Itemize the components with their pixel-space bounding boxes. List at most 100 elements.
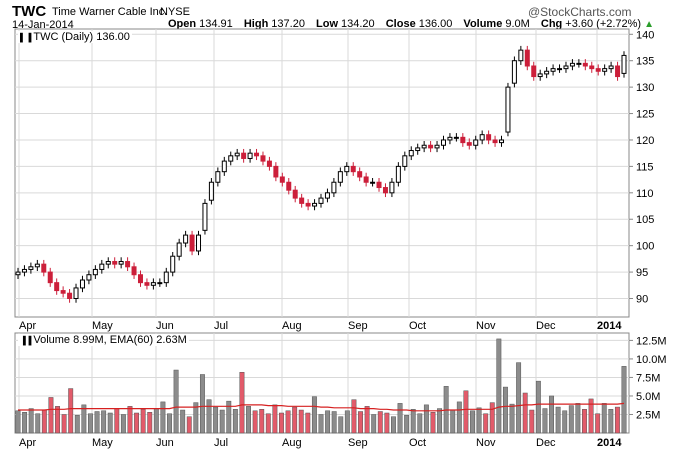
volume-bar xyxy=(292,406,298,434)
volume-bar xyxy=(489,402,495,434)
ticker-symbol: TWC xyxy=(12,3,47,20)
candle-body xyxy=(318,197,324,204)
candle-body xyxy=(176,242,182,257)
price-x-tick-label: Jun xyxy=(156,320,174,332)
volume-bar xyxy=(417,413,423,434)
volume-bar xyxy=(213,406,219,434)
volume-bar xyxy=(522,392,528,434)
candle-body xyxy=(402,155,408,167)
candle-body xyxy=(531,65,537,78)
price-x-tick-label: May xyxy=(92,320,113,332)
price-y-tick-label: 95 xyxy=(636,267,648,279)
volume-bar xyxy=(101,410,107,434)
volume-bar xyxy=(331,411,337,434)
candle-body xyxy=(382,187,388,194)
candle-body xyxy=(260,155,266,162)
volume-bar xyxy=(48,397,54,434)
volume-bar xyxy=(549,395,554,434)
volume-y-tick-label: 2.5M xyxy=(636,409,660,421)
volume-legend-text: Volume 8.99M, EMA(60) 2.63M xyxy=(33,334,187,346)
volume-bar xyxy=(470,410,475,434)
volume-bar xyxy=(516,362,522,434)
volume-bar xyxy=(279,412,284,434)
volume-bar xyxy=(199,374,205,434)
volume-bar xyxy=(61,414,67,434)
volume-bar xyxy=(542,408,548,434)
volume-bar xyxy=(226,400,232,434)
volume-bar xyxy=(410,409,416,434)
candle-body xyxy=(241,152,247,159)
volume-bar xyxy=(430,412,436,434)
candle-body xyxy=(286,181,292,191)
candle-body xyxy=(144,282,150,286)
volume-y-tick-label: 12.5M xyxy=(636,335,667,347)
close-value: 136.00 xyxy=(418,18,453,30)
candle-body xyxy=(215,171,221,183)
low-label: Low xyxy=(316,18,339,30)
volume-x-tick-label: Apr xyxy=(19,437,36,449)
volume-bar xyxy=(167,413,172,434)
volume-bar xyxy=(318,414,324,434)
price-x-tick-label: Jul xyxy=(214,320,228,332)
candle-body xyxy=(312,202,318,207)
volume-x-tick-label: Aug xyxy=(282,437,302,449)
candle-glyph-icon: ▌▐ xyxy=(20,33,32,42)
volume-bar xyxy=(476,407,482,434)
volume-bar xyxy=(88,413,93,434)
volume-bar xyxy=(252,410,258,434)
brand-logo[interactable]: @StockCharts.com xyxy=(528,5,632,19)
volume-y-tick-label: 5.0M xyxy=(636,391,660,403)
candle-body xyxy=(41,263,47,273)
candle-body xyxy=(440,139,446,146)
volume-bar xyxy=(384,412,390,434)
volume-bar xyxy=(529,409,535,434)
volume-bar xyxy=(614,406,620,434)
candle-body xyxy=(557,68,563,71)
volume-label: Volume xyxy=(463,18,503,30)
volume-bar xyxy=(404,414,410,434)
candle-body xyxy=(447,136,453,141)
candle-body xyxy=(34,263,40,268)
candle-body xyxy=(499,139,505,144)
candle-body xyxy=(273,165,279,178)
volume-bar xyxy=(28,408,34,434)
price-x-tick-label: Dec xyxy=(536,320,556,332)
candle-body xyxy=(350,165,356,173)
price-y-tick-label: 100 xyxy=(636,241,654,253)
candle-body xyxy=(15,271,21,276)
candle-body xyxy=(428,144,434,149)
volume-bar xyxy=(107,412,113,434)
volume-x-tick-label: Nov xyxy=(476,437,496,449)
candle-body xyxy=(92,268,98,276)
volume-bar xyxy=(74,414,80,434)
candle-body xyxy=(279,176,285,183)
price-x-tick-label: Oct xyxy=(409,320,426,332)
volume-bar xyxy=(621,366,627,434)
candle-body xyxy=(331,181,337,194)
volume-bar xyxy=(371,414,377,434)
chg-value: +3.60 (+2.72%) xyxy=(565,18,642,30)
volume-y-tick-label: 10.0M xyxy=(636,354,667,366)
candle-body xyxy=(395,165,401,183)
candle-body xyxy=(60,290,66,294)
candle-body xyxy=(21,268,27,273)
candle-body xyxy=(615,65,621,78)
price-legend-text: TWC (Daily) 136.00 xyxy=(33,31,130,43)
candle-body xyxy=(434,144,440,149)
candle-body xyxy=(486,134,492,141)
volume-bar xyxy=(338,416,344,434)
volume-bar xyxy=(377,411,383,434)
volume-bar xyxy=(483,413,489,434)
candle-body xyxy=(569,62,575,67)
candle-body xyxy=(150,282,156,286)
candle-body xyxy=(47,271,53,284)
volume-bar xyxy=(127,406,133,434)
exchange-label: NYSE xyxy=(160,6,190,18)
candle-body xyxy=(247,152,253,159)
price-panel-frame xyxy=(14,28,630,318)
candle-body xyxy=(544,70,550,75)
volume-bar xyxy=(147,412,153,434)
company-name: Time Warner Cable Inc. xyxy=(52,6,168,18)
volume-bar xyxy=(120,414,126,434)
volume-bar xyxy=(186,416,192,434)
